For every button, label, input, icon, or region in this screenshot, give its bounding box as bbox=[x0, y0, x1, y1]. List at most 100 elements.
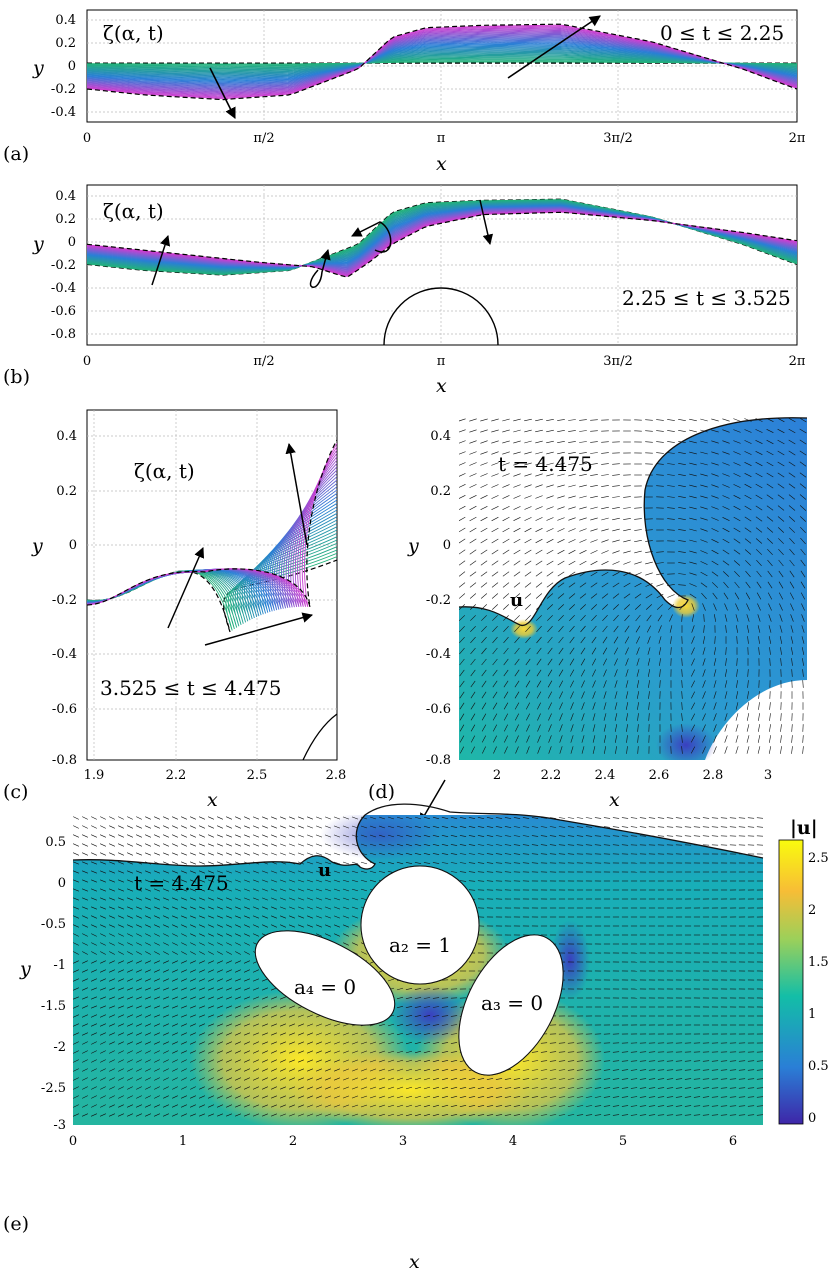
velocity-arrow bbox=[675, 1087, 683, 1089]
velocity-arrow bbox=[73, 1005, 80, 1009]
velocity-arrow bbox=[778, 592, 784, 600]
velocity-arrow bbox=[252, 1023, 260, 1027]
velocity-arrow bbox=[613, 614, 619, 622]
velocity-arrow bbox=[778, 559, 784, 567]
velocity-arrow bbox=[135, 879, 143, 883]
panel-d-u-label: u bbox=[510, 590, 523, 611]
velocity-arrow bbox=[261, 870, 269, 874]
velocity-arrow bbox=[524, 506, 532, 510]
velocity-arrow bbox=[625, 691, 629, 699]
velocity-arrow bbox=[198, 915, 206, 919]
velocity-arrow bbox=[585, 817, 593, 819]
velocity-arrow bbox=[468, 862, 476, 864]
velocity-arrow bbox=[108, 861, 116, 865]
velocity-arrow bbox=[225, 834, 233, 838]
velocity-arrow bbox=[738, 1087, 746, 1089]
velocity-arrow bbox=[126, 834, 134, 838]
velocity-arrow bbox=[441, 862, 449, 864]
velocity-arrow bbox=[208, 1068, 214, 1072]
velocity-arrow bbox=[486, 1105, 494, 1107]
velocity-arrow bbox=[625, 658, 629, 666]
velocity-arrow bbox=[333, 888, 341, 892]
velocity-arrow bbox=[270, 1023, 278, 1027]
velocity-arrow bbox=[234, 870, 242, 874]
velocity-arrow bbox=[414, 1086, 422, 1090]
velocity-arrow bbox=[780, 735, 782, 743]
velocity-arrow bbox=[145, 1077, 151, 1081]
velocity-arrow bbox=[603, 713, 607, 721]
velocity-arrow bbox=[791, 746, 793, 754]
velocity-arrow bbox=[459, 429, 466, 433]
velocity-arrow bbox=[288, 888, 296, 892]
velocity-arrow bbox=[603, 1051, 611, 1053]
velocity-arrow bbox=[288, 1014, 296, 1018]
velocity-arrow bbox=[614, 702, 618, 710]
velocity-arrow bbox=[360, 1050, 368, 1054]
velocity-arrow bbox=[720, 1087, 728, 1089]
velocity-arrow bbox=[387, 861, 395, 865]
velocity-arrow bbox=[144, 1005, 152, 1009]
velocity-arrow bbox=[234, 1032, 242, 1036]
velocity-arrow bbox=[117, 987, 125, 991]
velocity-arrow bbox=[216, 1059, 224, 1063]
velocity-arrow bbox=[769, 647, 771, 655]
panel-d-label: (d) bbox=[368, 781, 395, 803]
velocity-arrow bbox=[459, 658, 465, 666]
velocity-arrow bbox=[90, 861, 98, 865]
velocity-arrow bbox=[702, 1087, 710, 1089]
velocity-arrow bbox=[601, 496, 609, 498]
velocity-arrow bbox=[524, 451, 532, 455]
velocity-arrow bbox=[252, 969, 260, 973]
velocity-arrow bbox=[590, 571, 598, 577]
velocity-arrow bbox=[738, 1096, 746, 1098]
panel-e-interface bbox=[72, 803, 764, 870]
y-tick: 0 bbox=[69, 538, 77, 553]
velocity-arrow bbox=[675, 1060, 683, 1062]
velocity-arrow bbox=[342, 1032, 350, 1036]
velocity-arrow bbox=[180, 1050, 188, 1054]
y-tick: 0 bbox=[68, 59, 76, 74]
velocity-arrow bbox=[199, 951, 205, 955]
velocity-arrow bbox=[769, 658, 771, 666]
y-tick: -0.4 bbox=[51, 281, 76, 296]
velocity-arrow bbox=[491, 495, 499, 499]
velocity-arrow bbox=[153, 978, 161, 982]
velocity-arrow bbox=[713, 603, 717, 611]
velocity-arrow bbox=[144, 906, 152, 910]
velocity-arrow bbox=[524, 527, 532, 533]
velocity-arrow bbox=[216, 870, 224, 874]
velocity-arrow bbox=[315, 1068, 323, 1072]
velocity-arrow bbox=[144, 969, 152, 973]
velocity-arrow bbox=[711, 571, 719, 577]
panel-e-label: (e) bbox=[3, 1213, 29, 1235]
velocity-arrow bbox=[324, 843, 332, 847]
velocity-arrow bbox=[557, 539, 565, 543]
velocity-arrow bbox=[477, 862, 485, 864]
velocity-arrow bbox=[624, 625, 630, 633]
velocity-arrow bbox=[548, 702, 552, 710]
velocity-arrow bbox=[342, 933, 350, 937]
velocity-arrow bbox=[585, 826, 593, 828]
velocity-arrow bbox=[126, 969, 134, 973]
velocity-arrow bbox=[279, 1113, 287, 1117]
velocity-arrow bbox=[702, 680, 706, 688]
velocity-arrow bbox=[396, 1023, 404, 1027]
panel-e-field bbox=[73, 815, 763, 1125]
velocity-arrow bbox=[396, 1104, 404, 1108]
velocity-arrow bbox=[486, 835, 494, 837]
velocity-arrow bbox=[279, 1023, 287, 1027]
velocity-arrow bbox=[621, 1114, 629, 1116]
velocity-arrow bbox=[720, 1069, 728, 1071]
velocity-arrow bbox=[621, 1069, 629, 1071]
velocity-arrow bbox=[744, 516, 752, 522]
velocity-arrow bbox=[590, 485, 598, 487]
velocity-arrow bbox=[514, 713, 520, 721]
velocity-arrow bbox=[601, 463, 609, 465]
velocity-arrow bbox=[234, 825, 242, 829]
velocity-arrow bbox=[153, 969, 161, 973]
velocity-arrow bbox=[729, 817, 737, 819]
velocity-arrow bbox=[634, 540, 642, 542]
velocity-arrow bbox=[722, 527, 730, 533]
velocity-arrow bbox=[225, 879, 233, 883]
velocity-arrow bbox=[558, 1060, 566, 1062]
